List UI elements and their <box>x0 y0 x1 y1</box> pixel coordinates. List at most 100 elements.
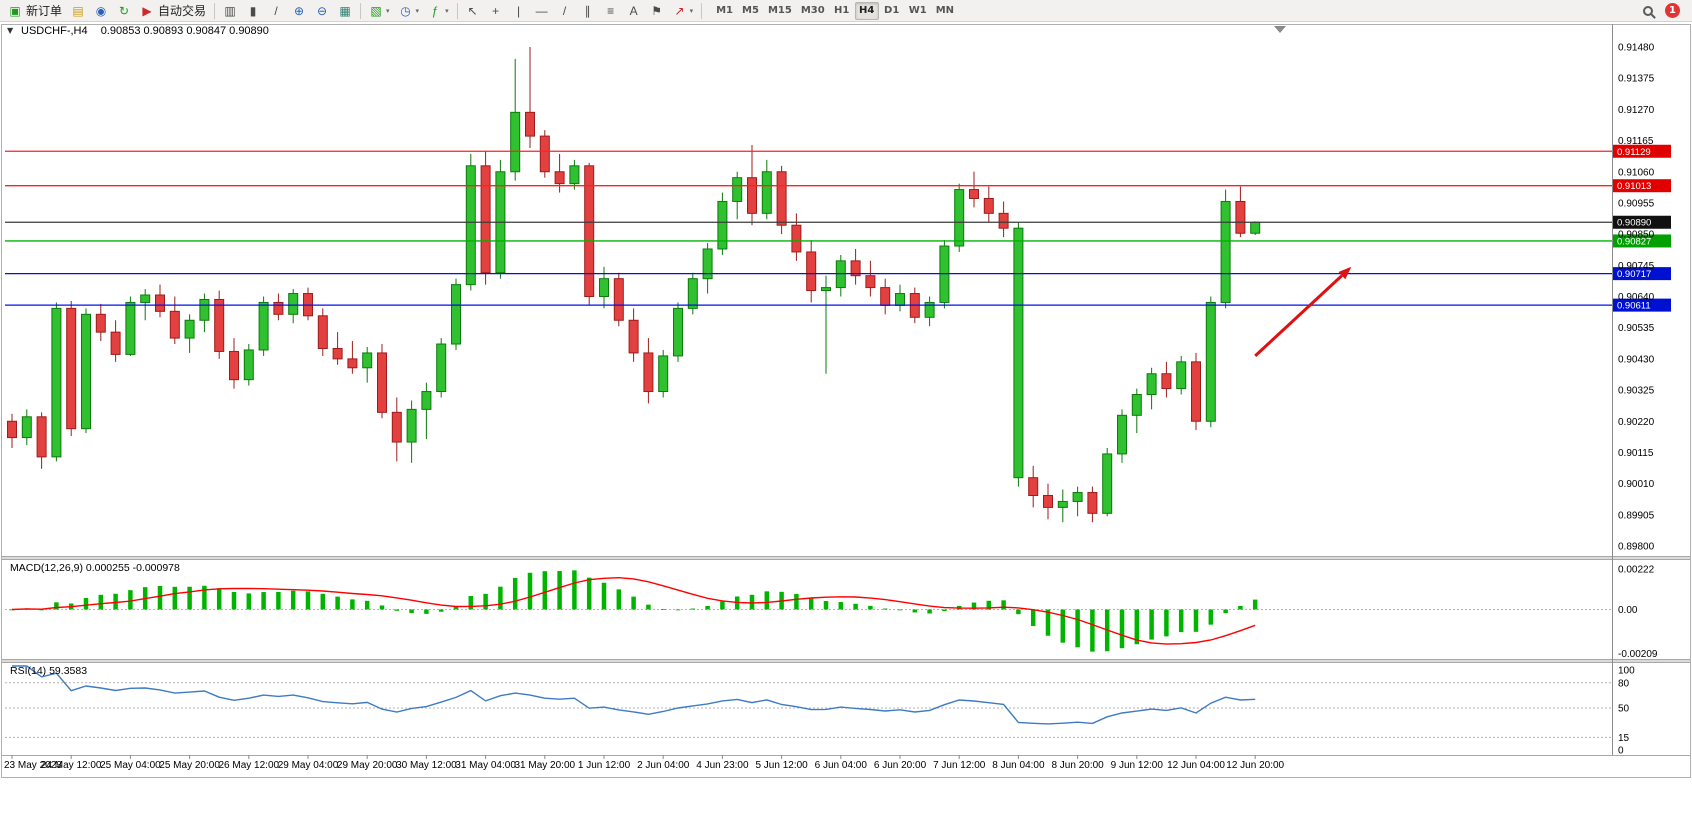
profiles-button[interactable]: ▤ <box>67 1 89 20</box>
autotrading-icon: ▶ <box>142 3 152 18</box>
svg-text:0.90717: 0.90717 <box>1617 269 1651 280</box>
svg-text:31 May 20:00: 31 May 20:00 <box>514 760 575 771</box>
horizontal-line-icon: — <box>535 3 548 18</box>
cursor-button[interactable]: ↖ <box>462 1 484 20</box>
timeframe-m5[interactable]: M5 <box>738 2 763 20</box>
timeframe-m1[interactable]: M1 <box>712 2 737 20</box>
line-chart-button[interactable]: / <box>265 1 287 20</box>
svg-text:0.90325: 0.90325 <box>1618 386 1655 397</box>
svg-text:8 Jun 20:00: 8 Jun 20:00 <box>1051 760 1104 771</box>
price-axis: 0.91480 0.91375 0.91270 0.91165 0.91060 0.909… <box>1612 24 1655 755</box>
zoom-out-button[interactable]: ⊖ <box>311 1 333 20</box>
svg-text:29 May 20:00: 29 May 20:00 <box>337 760 398 771</box>
clock-icon: ◷ <box>400 3 411 18</box>
svg-text:0.90640: 0.90640 <box>1618 292 1655 303</box>
svg-text:-0.00209: -0.00209 <box>1618 649 1658 660</box>
timeframe-toolbar: M1 M5 M15 M30 H1 H4 D1 W1 MN <box>712 1 958 20</box>
refresh-icon: ↻ <box>118 3 130 18</box>
rsi-line <box>12 665 1256 725</box>
new-chart-icon: ▧ <box>370 3 382 18</box>
svg-text:0.00: 0.00 <box>1618 605 1638 616</box>
vertical-line-button[interactable]: | <box>508 1 530 20</box>
svg-text:0.91375: 0.91375 <box>1618 74 1655 85</box>
timeframe-m30[interactable]: M30 <box>797 2 829 20</box>
timeframe-m15[interactable]: M15 <box>764 2 796 20</box>
candles-chart-button[interactable]: ▮ <box>242 1 264 20</box>
svg-text:0.91480: 0.91480 <box>1618 43 1655 54</box>
indicators-dropdown-icon: ▾ <box>445 7 449 15</box>
svg-text:7 Jun 12:00: 7 Jun 12:00 <box>933 760 986 771</box>
svg-text:0.91013: 0.91013 <box>1617 181 1651 192</box>
autotrading-label: 自动交易 <box>158 4 207 18</box>
chart-frame <box>1 24 1691 778</box>
svg-text:5 Jun 12:00: 5 Jun 12:00 <box>755 760 808 771</box>
fibonacci-button[interactable]: ≡ <box>600 1 622 20</box>
tile-windows-icon: ▦ <box>339 3 351 18</box>
svg-text:0.90010: 0.90010 <box>1618 479 1655 490</box>
chart-title: USDCHF-,H4 0.90853 0.90893 0.90847 0.908… <box>21 25 269 37</box>
tile-windows-button[interactable]: ▦ <box>334 1 356 20</box>
svg-text:100: 100 <box>1618 666 1635 677</box>
svg-text:6 Jun 04:00: 6 Jun 04:00 <box>815 760 868 771</box>
new-order-button[interactable]: ▣ 新订单 <box>4 1 66 20</box>
fibonacci-icon: ≡ <box>607 3 615 18</box>
channel-button[interactable]: ∥ <box>577 1 599 20</box>
crosshair-button[interactable]: + <box>485 1 507 20</box>
text-button[interactable]: A <box>623 1 645 20</box>
notification-badge[interactable]: 1 <box>1665 3 1680 18</box>
periods-button[interactable]: ◷ ▾ <box>395 1 424 20</box>
indicators-icon: ƒ <box>431 3 439 18</box>
chart-shift-marker <box>1274 26 1286 33</box>
toolbar-right-group: 1 <box>1643 3 1688 18</box>
vertical-line-icon: | <box>517 3 521 18</box>
svg-text:0.90850: 0.90850 <box>1618 230 1655 241</box>
text-label-button[interactable]: ⚑ <box>646 1 668 20</box>
svg-text:0.91129: 0.91129 <box>1617 147 1651 158</box>
new-order-icon: ▣ <box>9 3 21 18</box>
indicators-button[interactable]: ƒ ▾ <box>424 1 453 20</box>
periods-dropdown-icon: ▾ <box>415 7 420 15</box>
svg-text:25 May 04:00: 25 May 04:00 <box>100 760 161 771</box>
svg-text:31 May 04:00: 31 May 04:00 <box>455 760 516 771</box>
timeframe-mn[interactable]: MN <box>932 2 958 20</box>
svg-text:50: 50 <box>1618 704 1630 715</box>
bars-chart-icon: ▥ <box>224 3 236 18</box>
svg-text:0.90955: 0.90955 <box>1618 198 1655 209</box>
arrow-annotation[interactable] <box>1254 266 1352 358</box>
timeframe-h4[interactable]: H4 <box>854 1 879 20</box>
new-chart-button[interactable]: ▧ ▾ <box>365 1 394 20</box>
horizontal-line-button[interactable]: — <box>531 1 553 20</box>
chart-canvas[interactable]: 0.91129 0.91013 0.90890 0.90827 0.90717 0.906… <box>0 22 1692 837</box>
zoom-in-button[interactable]: ⊕ <box>288 1 310 20</box>
autotrading-button[interactable]: ▶ 自动交易 <box>136 1 210 20</box>
one-click-trading-toggle[interactable]: ▼ <box>7 26 14 35</box>
text-icon: A <box>629 3 638 18</box>
svg-text:30 May 12:00: 30 May 12:00 <box>396 760 457 771</box>
svg-text:25 May 20:00: 25 May 20:00 <box>159 760 220 771</box>
svg-text:29 May 04:00: 29 May 04:00 <box>278 760 339 771</box>
search-icon[interactable] <box>1643 5 1653 16</box>
new-order-label: 新订单 <box>26 4 63 18</box>
refresh-button[interactable]: ↻ <box>113 1 135 20</box>
market-watch-button[interactable]: ◉ <box>90 1 112 20</box>
svg-text:24 May 12:00: 24 May 12:00 <box>41 760 102 771</box>
timeframe-d1[interactable]: D1 <box>880 2 904 20</box>
crosshair-icon: + <box>492 3 500 18</box>
arrows-shapes-button[interactable]: ↗ ▾ <box>669 1 698 20</box>
svg-text:8 Jun 04:00: 8 Jun 04:00 <box>992 760 1045 771</box>
arrow-shape-icon: ↗ <box>674 3 685 18</box>
toolbar-separator <box>456 2 458 19</box>
toolbar: ▣ 新订单 ▤ ◉ ↻ ▶ 自动交易 ▥ ▮ / ⊕ ⊖ <box>0 0 1692 22</box>
candles-layer <box>7 47 1261 523</box>
timeframe-h1[interactable]: H1 <box>830 2 854 20</box>
svg-text:0.91060: 0.91060 <box>1618 167 1655 178</box>
toolbar-separator <box>214 2 216 19</box>
trendline-button[interactable]: / <box>554 1 576 20</box>
timeframe-w1[interactable]: W1 <box>905 2 931 20</box>
svg-text:0.90745: 0.90745 <box>1618 261 1655 272</box>
bars-chart-button[interactable]: ▥ <box>219 1 241 20</box>
svg-text:0.89905: 0.89905 <box>1618 510 1655 521</box>
svg-text:0.90535: 0.90535 <box>1618 323 1655 334</box>
